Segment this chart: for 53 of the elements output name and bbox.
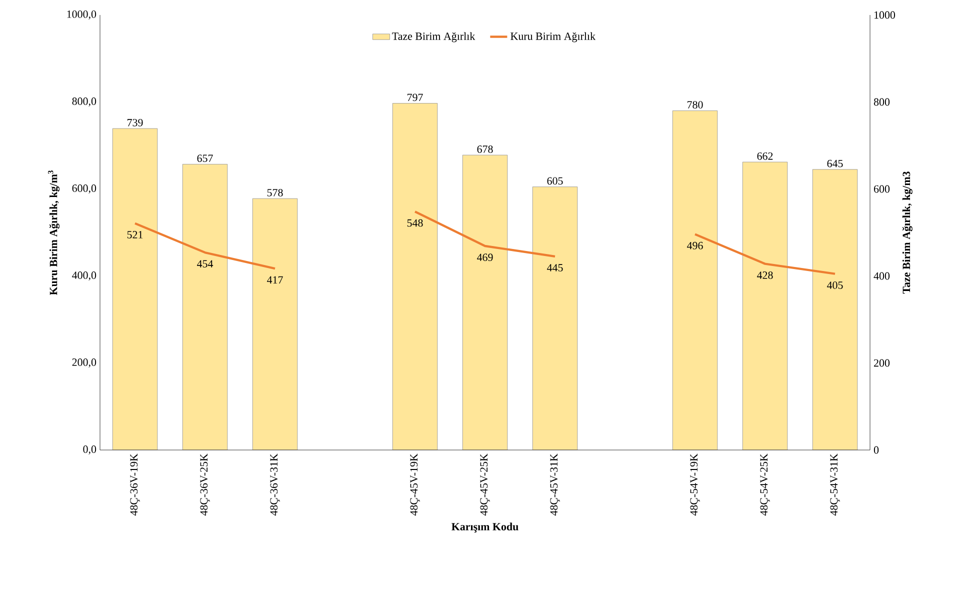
x-tick-label: 48Ç-45V-25K bbox=[480, 454, 490, 516]
x-tick-label: 48Ç-36V-19K bbox=[130, 454, 140, 516]
data-label: 454 bbox=[197, 260, 214, 268]
y2-tick-label: 600 bbox=[874, 185, 890, 193]
y-tick-label: 600,0 bbox=[72, 184, 96, 194]
y-tick-label: 400,0 bbox=[72, 272, 96, 280]
bar bbox=[462, 154, 508, 450]
data-label: 469 bbox=[477, 254, 493, 262]
y2-tick-label: 800 bbox=[874, 98, 890, 106]
y-axis-title: Kuru Birim Ağırlık, kg/m$^{3}$ bbox=[48, 170, 60, 296]
bar bbox=[182, 164, 228, 450]
x-axis-title: Karışım Kodu bbox=[452, 522, 518, 533]
data-label: 739 bbox=[128, 118, 143, 126]
bar bbox=[112, 128, 158, 450]
x-tick-label: 48Ç-36V-25K bbox=[200, 454, 210, 516]
y-tick-label: 800,0 bbox=[72, 98, 96, 106]
data-label: 662 bbox=[757, 152, 773, 160]
y2-tick-label: 200 bbox=[874, 359, 890, 367]
data-label: 780 bbox=[688, 101, 703, 109]
data-label: 605 bbox=[547, 177, 563, 185]
y-tick-label: 200,0 bbox=[72, 358, 96, 368]
x-tick-label: 48Ç-45V-31K bbox=[550, 454, 560, 516]
data-label: 578 bbox=[267, 188, 283, 196]
bar bbox=[812, 169, 858, 450]
x-tick-label: 48Ç-54V-19K bbox=[690, 454, 700, 516]
x-tick-label: 48Ç-45V-19K bbox=[410, 454, 420, 516]
data-label: 428 bbox=[757, 271, 773, 279]
data-label: 657 bbox=[197, 154, 213, 162]
y2-axis-title: Taze Birim Ağırlık, kg/m3 bbox=[902, 172, 912, 294]
data-label: 645 bbox=[827, 160, 843, 168]
data-label: 548 bbox=[407, 219, 423, 227]
bar bbox=[672, 110, 718, 450]
data-label: 417 bbox=[267, 276, 283, 284]
data-label: 405 bbox=[827, 282, 843, 289]
bar bbox=[252, 198, 298, 450]
y2-tick-label: 1000 bbox=[874, 11, 896, 19]
y2-tick-label: 0 bbox=[874, 446, 879, 454]
y-tick-label: 0,0 bbox=[83, 446, 96, 454]
legend-label: Taze Birim Ağırlık bbox=[392, 32, 476, 42]
y2-tick-label: 400 bbox=[874, 272, 890, 280]
data-label: 678 bbox=[477, 145, 493, 153]
x-tick-label: 48Ç-36V-31K bbox=[270, 454, 280, 516]
data-label: 521 bbox=[127, 231, 143, 238]
x-tick-label: 48Ç-54V-25K bbox=[760, 454, 770, 516]
bar bbox=[532, 186, 578, 450]
data-label: 445 bbox=[547, 264, 563, 272]
y-tick-label: 1000,0 bbox=[67, 10, 96, 20]
legend-label: Kuru Birim Ağırlık bbox=[510, 32, 596, 42]
bar bbox=[742, 162, 788, 450]
data-label: 797 bbox=[408, 94, 423, 102]
data-label: 496 bbox=[687, 242, 703, 250]
x-tick-label: 48Ç-54V-31K bbox=[830, 454, 840, 516]
bar bbox=[392, 103, 438, 450]
